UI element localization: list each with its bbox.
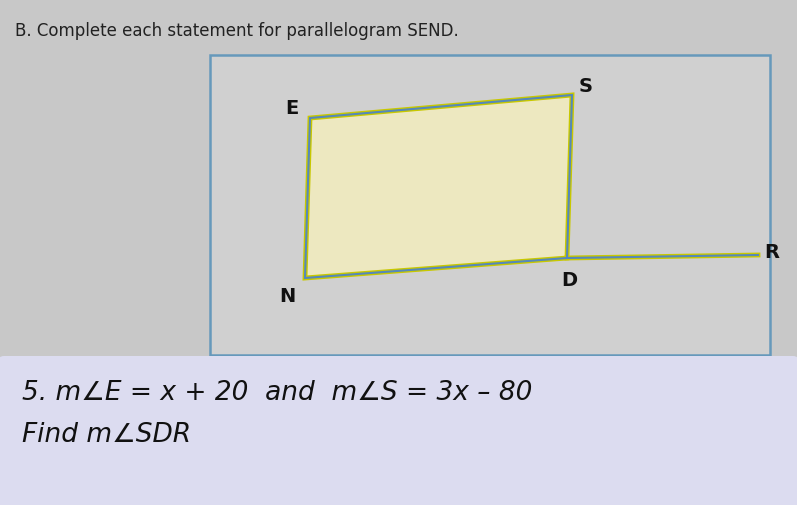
Text: N: N — [279, 286, 295, 306]
Text: S: S — [579, 77, 593, 96]
Polygon shape — [305, 95, 572, 278]
Text: 5. m∠E = x + 20  and  m∠S = 3x – 80: 5. m∠E = x + 20 and m∠S = 3x – 80 — [22, 380, 532, 406]
Text: B. Complete each statement for parallelogram SEND.: B. Complete each statement for parallelo… — [15, 22, 459, 40]
Text: E: E — [285, 98, 299, 118]
FancyBboxPatch shape — [0, 356, 797, 505]
Bar — [210, 55, 770, 355]
Text: R: R — [764, 243, 779, 263]
Text: D: D — [561, 271, 577, 289]
Text: Find m∠SDR: Find m∠SDR — [22, 422, 191, 448]
